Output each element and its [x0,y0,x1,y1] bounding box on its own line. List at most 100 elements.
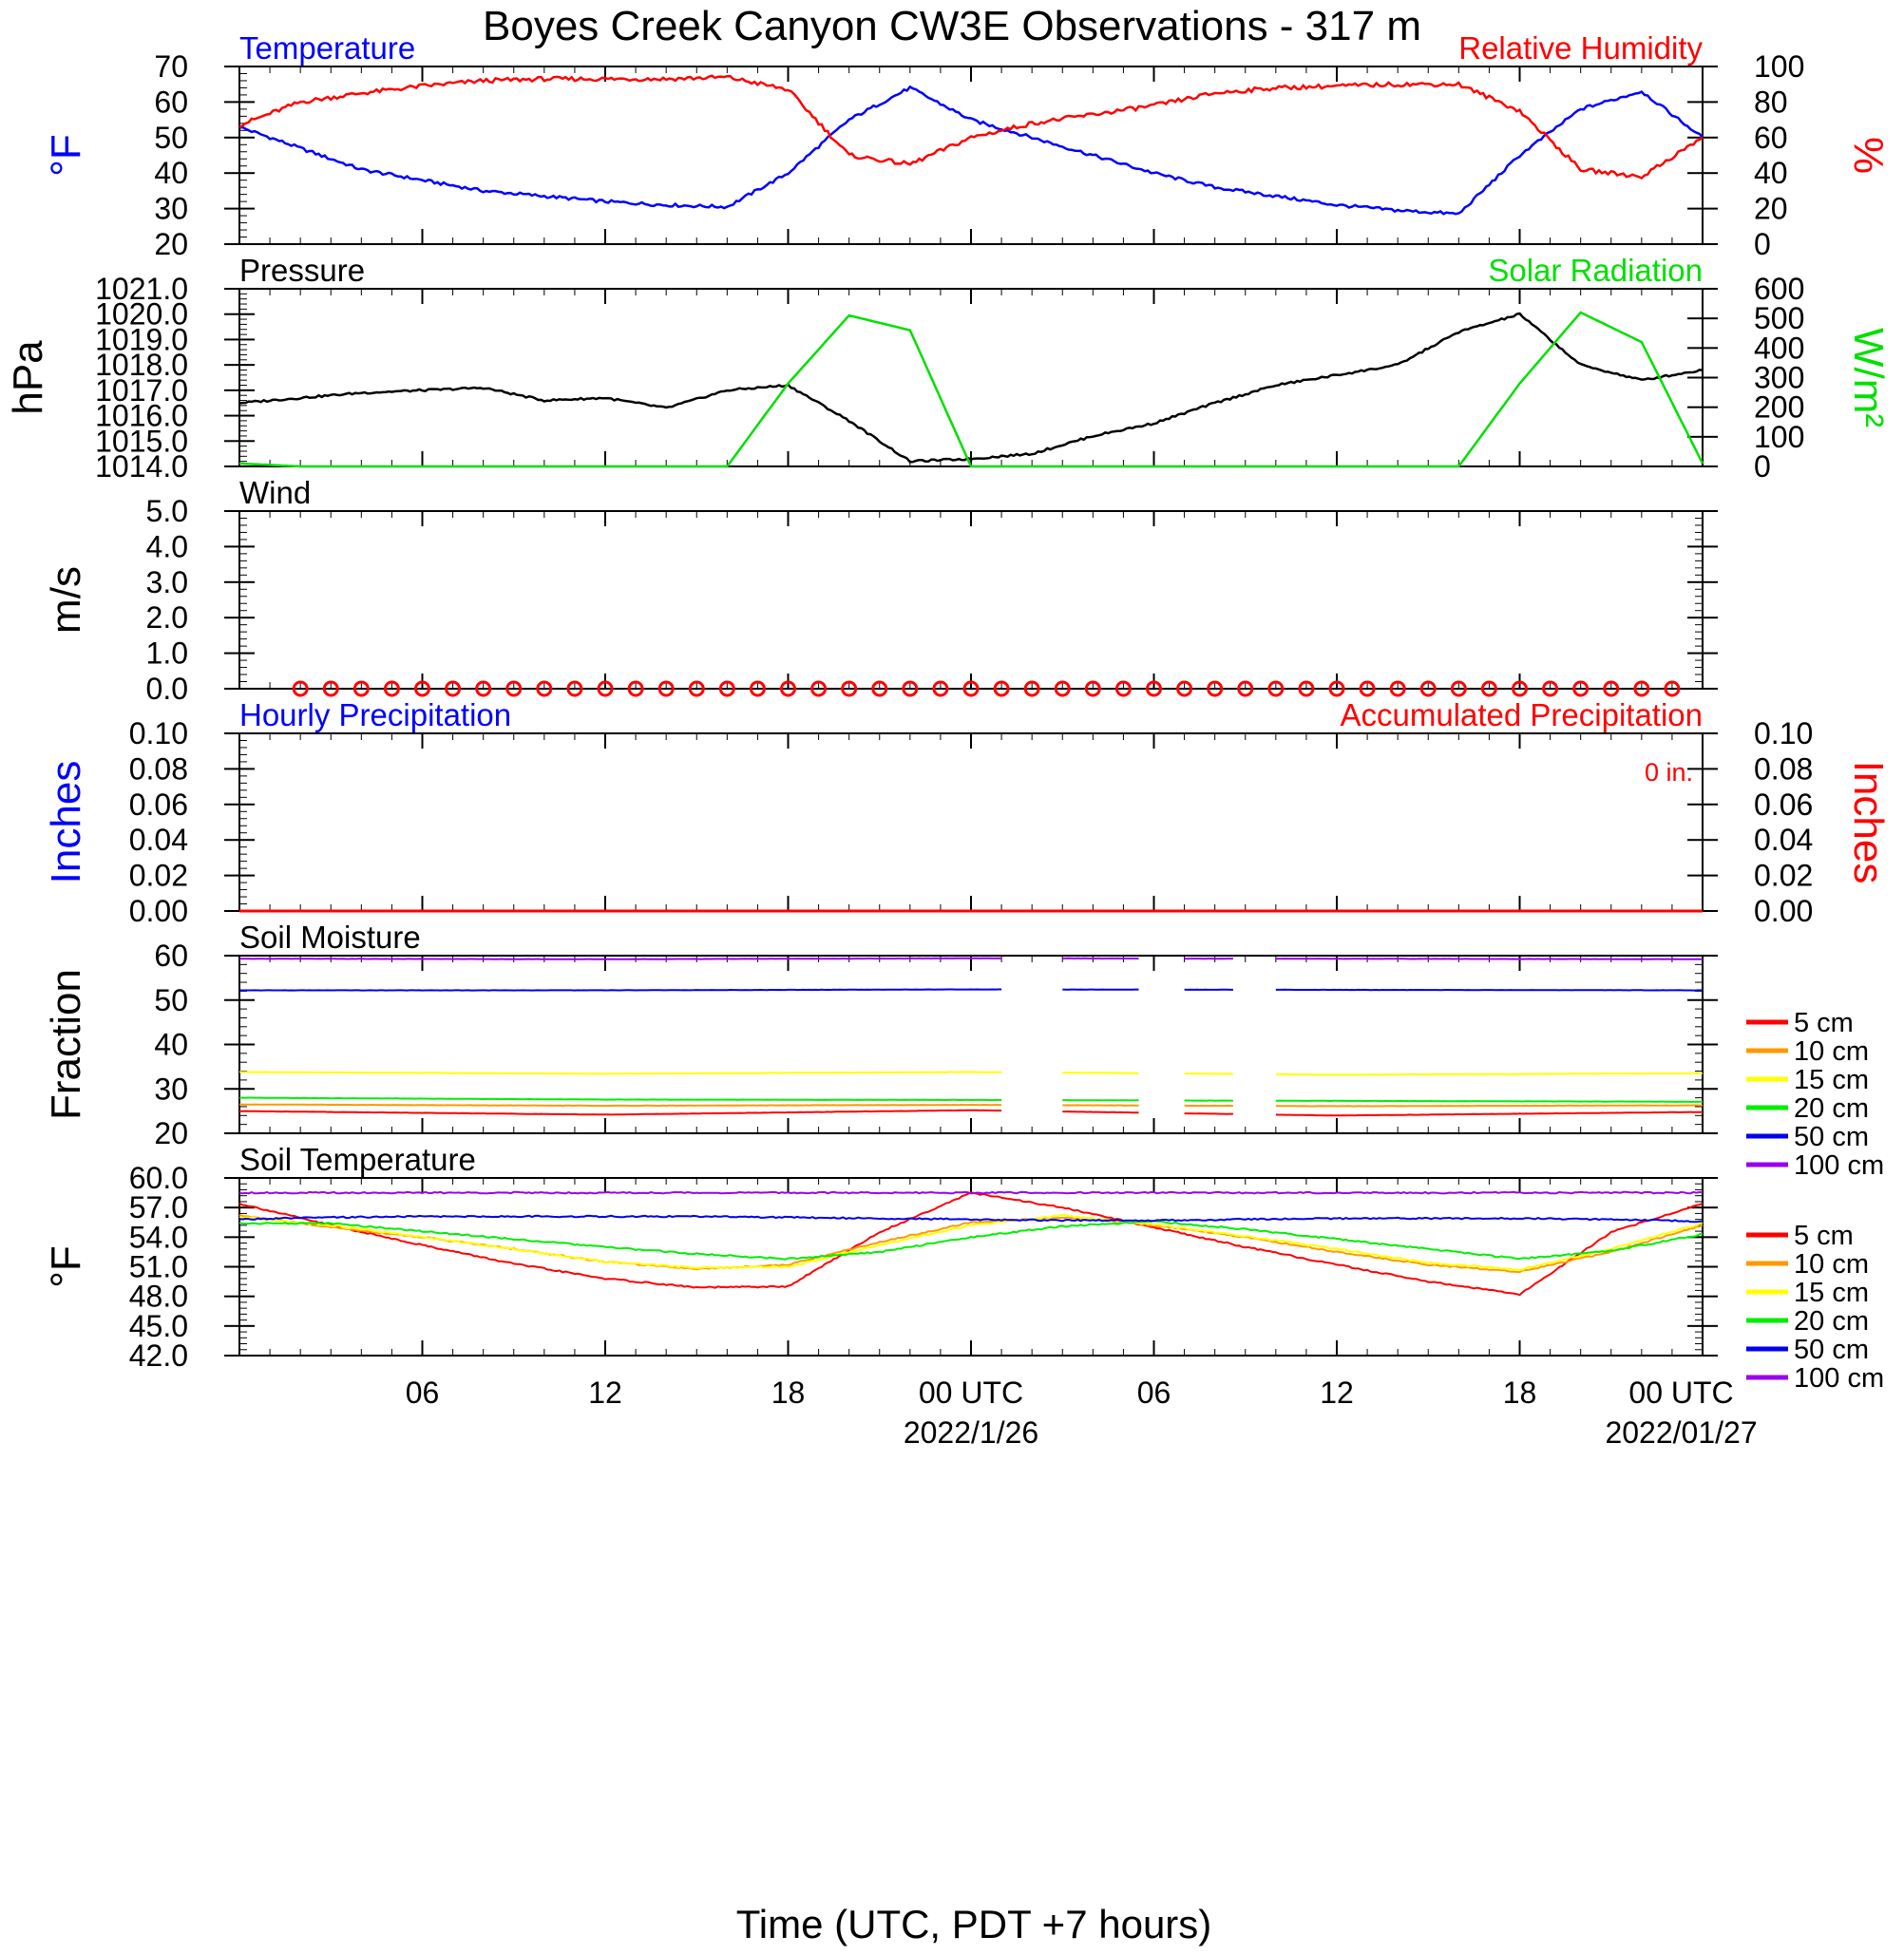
wind-point [1480,680,1497,697]
wind-point [566,680,583,697]
panel-title: Wind [239,475,311,510]
plot-frame [238,288,1704,467]
panel-title-right: Solar Radiation [1488,253,1703,288]
wind-point [383,680,400,697]
wind-point [810,680,828,697]
solar-radiation-line [238,311,1704,468]
y-tick-label: 0.02 [129,859,188,893]
y-right-tick-label: 200 [1754,390,1804,425]
wind-point [1633,680,1650,697]
y-right-tick-label: 500 [1754,301,1804,335]
panel-title-right: Accumulated Precipitation [1340,697,1703,732]
y-tick-label: 0.00 [129,894,188,928]
wind-point [292,680,309,697]
humidity-line [238,74,1704,180]
wind-point [1572,680,1590,697]
wind-point [993,680,1010,697]
wind-point [322,680,339,697]
plot-frame [238,732,1704,912]
x-tick-label: 18 [771,1376,806,1410]
y-tick-label: 1021.0 [95,272,188,306]
soil-line-10cm [238,1213,1704,1274]
y-tick-label: 1016.0 [95,399,188,433]
y-tick-label: 1014.0 [95,449,188,484]
y-axis-label-right: % [1845,137,1892,174]
y-tick-label: 0.0 [146,672,188,706]
legend-label: 100 cm [1794,1363,1884,1394]
wind-point [1207,680,1224,697]
wind-point [718,680,735,697]
y-axis-label: Fraction [43,969,89,1120]
y-tick-label: 57.0 [129,1190,188,1224]
x-tick-label: 00 UTC [919,1376,1023,1410]
y-tick-label: 20 [154,227,188,261]
legend-label: 15 cm [1794,1278,1869,1308]
y-right-tick-label: 0.10 [1754,716,1813,750]
y-tick-label: 1018.0 [95,348,188,382]
panel-title: Soil Temperature [239,1142,476,1177]
wind-point [1664,680,1681,697]
y-tick-label: 2.0 [146,600,188,635]
y-axis-label: m/s [43,566,89,634]
y-axis-label: °F [43,1245,89,1287]
wind-point [1023,680,1040,697]
wind-point [1328,680,1345,697]
wind-point [1450,680,1467,697]
y-tick-label: 3.0 [146,565,188,599]
wind-point [1267,680,1285,697]
x-tick-label: 06 [1137,1376,1171,1410]
y-tick-label: 0.08 [129,751,188,786]
wind-point [1084,680,1101,697]
wind-point [780,680,796,697]
y-right-tick-label: 80 [1754,85,1788,119]
wind-point [597,680,614,697]
y-right-tick-label: 40 [1754,156,1788,190]
wind-point [505,680,523,697]
legend-label: 20 cm [1794,1306,1869,1337]
y-tick-label: 0.04 [129,823,188,857]
y-tick-label: 54.0 [129,1220,188,1254]
panel-title: Soil Moisture [239,920,421,955]
pressure-line [238,312,1704,464]
y-right-tick-label: 0.06 [1754,788,1813,822]
wind-point [1359,680,1376,697]
wind-point [932,680,949,697]
wind-point [657,680,675,697]
y-tick-label: 70 [154,49,188,84]
soil-line-10cm [238,1103,1703,1108]
y-right-tick-label: 600 [1754,272,1804,306]
wind-point [1054,680,1071,697]
legend-label: 20 cm [1794,1093,1869,1124]
wind-point [871,680,888,697]
y-right-tick-label: 0 [1754,227,1771,261]
x-tick-label: 12 [588,1376,622,1410]
plot-frame [238,510,1704,690]
panel-soil-temperature: 42.045.048.051.054.057.060.0 Soil Tempera… [43,1142,1884,1394]
soil-line-20cm [239,1096,1704,1103]
y-axis-label-right: W/m² [1845,328,1892,427]
y-right-tick-label: 300 [1754,361,1804,395]
y-tick-label: 1015.0 [95,424,188,458]
y-right-tick-label: 0.02 [1754,859,1813,893]
wind-point [536,680,553,697]
y-axis-label: °F [43,134,89,176]
y-axis-label-right: Inches [1845,761,1892,884]
y-tick-label: 4.0 [146,529,188,563]
x-tick-label: 06 [406,1376,440,1410]
wind-point [1512,680,1528,697]
wind-point [627,680,644,697]
soil-line-5cm [238,1109,1704,1117]
wind-point [688,680,705,697]
legend-label: 10 cm [1794,1249,1869,1280]
wind-point [414,680,430,697]
wind-point [1542,680,1559,697]
y-right-tick-label: 60 [1754,121,1788,155]
legend-label: 50 cm [1794,1335,1869,1365]
figure-title: Boyes Creek Canyon CW3E Observations - 3… [483,3,1421,49]
y-right-tick-label: 0 [1754,449,1771,484]
x-date-label: 2022/01/27 [1605,1415,1757,1450]
wind-point [962,680,980,697]
wind-point [1603,680,1620,697]
